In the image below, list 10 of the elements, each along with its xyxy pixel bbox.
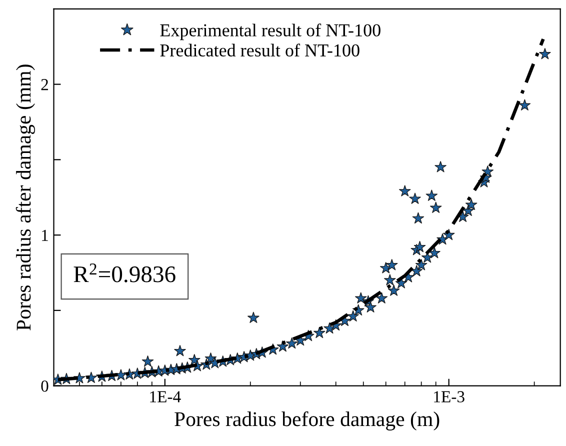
y-tick-label: 0 — [41, 380, 48, 392]
legend-label: Predicated result of NT-100 — [160, 44, 360, 57]
x-axis-title: Pores radius before damage (m) — [174, 411, 440, 430]
annotation: R$^{2}$=0.9836 — [74, 264, 176, 282]
y-tick-label: 2 — [41, 79, 48, 90]
x-tick-label: 1E-3 — [434, 391, 464, 402]
x-tick-label: 1E-4 — [150, 391, 181, 402]
y-tick-label: 1 — [42, 230, 48, 241]
y-axis-title: Pores radius after damage (mm) — [16, 64, 36, 330]
legend-label: Experimental result of NT-100 — [160, 24, 380, 40]
